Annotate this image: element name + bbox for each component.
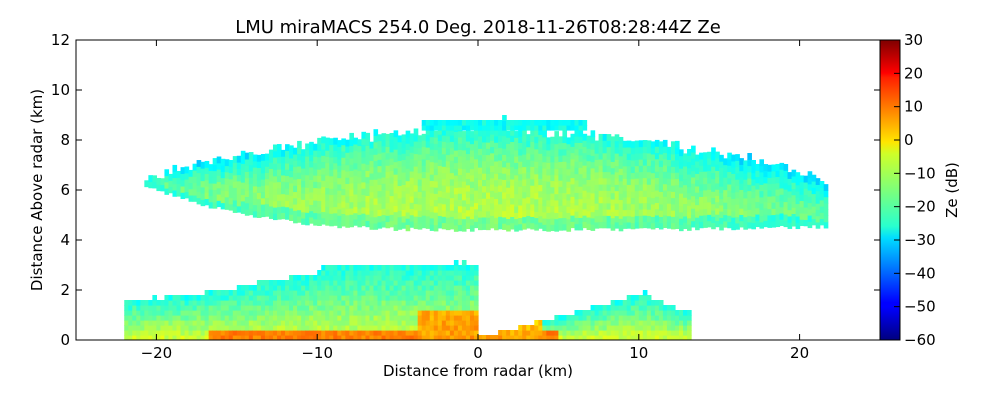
- colorbar-tick-label: −20: [904, 198, 936, 216]
- y-tick-label: 0: [60, 331, 70, 349]
- colorbar-tick-label: −50: [904, 298, 936, 316]
- y-tick-label: 10: [51, 81, 70, 99]
- x-tick-label: −20: [141, 344, 173, 362]
- y-tick-label: 4: [60, 231, 70, 249]
- colorbar-label: Ze (dB): [943, 162, 961, 218]
- x-axis-label: Distance from radar (km): [383, 362, 573, 380]
- colorbar: [879, 39, 901, 341]
- upper-cloud-layer: [144, 115, 829, 232]
- x-tick-label: −10: [301, 344, 333, 362]
- y-axis-label: Distance Above radar (km): [28, 89, 46, 291]
- x-tick-label: 10: [629, 344, 648, 362]
- y-tick-label: 8: [60, 131, 70, 149]
- x-axis: −20 −10 0 10 20: [141, 40, 809, 362]
- colorbar-tick-label: 0: [904, 131, 914, 149]
- colorbar-tick-label: 20: [904, 64, 923, 82]
- colorbar-tick-label: −10: [904, 164, 936, 182]
- colorbar-tick-label: 30: [904, 31, 923, 49]
- colorbar-tick-label: −40: [904, 264, 936, 282]
- plot-area: [124, 115, 829, 340]
- y-axis: 0 2 4 6 8 10 12: [51, 31, 880, 349]
- x-tick-label: 0: [473, 344, 483, 362]
- colorbar-tick-label: −30: [904, 231, 936, 249]
- y-tick-label: 2: [60, 281, 70, 299]
- y-tick-label: 12: [51, 31, 70, 49]
- colorbar-tick-label: 10: [904, 98, 923, 116]
- x-tick-label: 20: [790, 344, 809, 362]
- y-tick-label: 6: [60, 181, 70, 199]
- chart-title: LMU miraMACS 254.0 Deg. 2018-11-26T08:28…: [235, 17, 721, 38]
- colorbar-tick-label: −60: [904, 331, 936, 349]
- lower-cloud-layer: [124, 260, 692, 340]
- colorbar-ticks: 30 20 10 0 −10 −20 −30 −40 −50 −60: [894, 31, 936, 349]
